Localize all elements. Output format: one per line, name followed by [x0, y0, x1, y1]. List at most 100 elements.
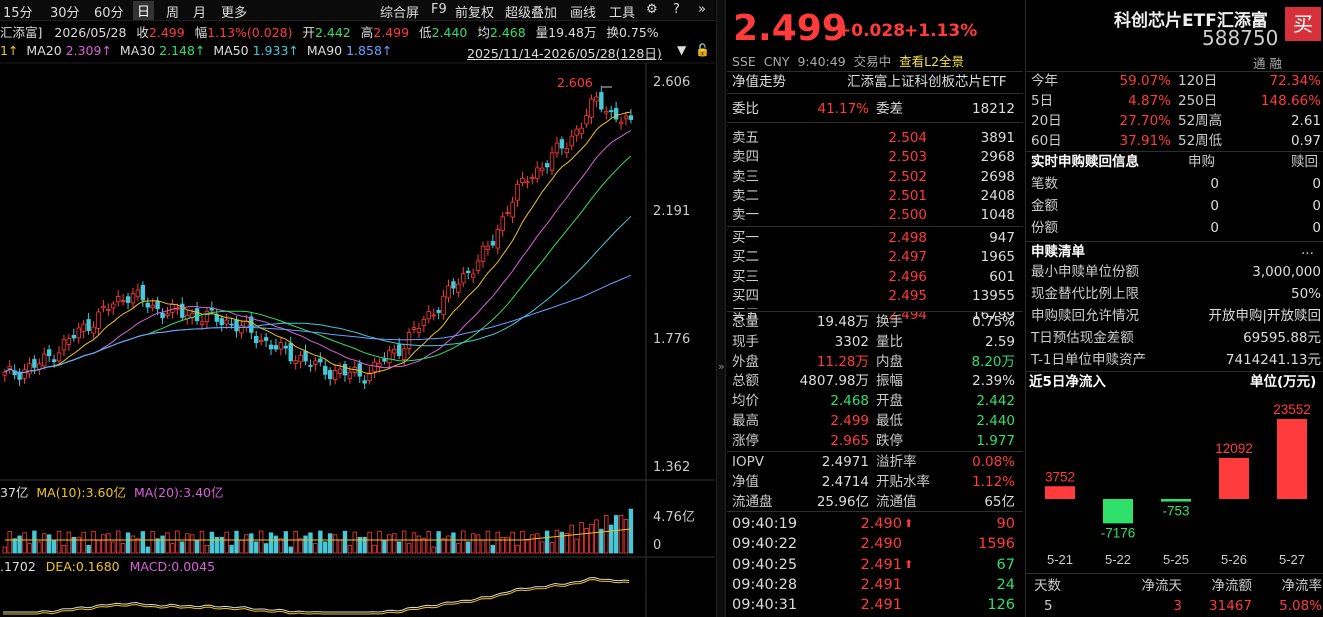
help-icon[interactable]: ?: [673, 2, 680, 17]
bids-level-price[interactable]: 2.496: [888, 268, 927, 285]
candle-body: [219, 318, 224, 326]
candle-body: [382, 358, 387, 362]
bids-level-price[interactable]: 2.495: [888, 287, 927, 304]
period-month-tab[interactable]: 月: [193, 6, 207, 21]
candle-body: [594, 96, 599, 102]
iopv-value: 1.12%: [972, 473, 1015, 490]
expand-arrow-icon[interactable]: »: [718, 360, 725, 373]
candle-body: [618, 121, 624, 125]
composite-screen-button[interactable]: 综合屏: [380, 6, 420, 21]
candle-body: [194, 308, 200, 322]
quote-time: 9:40:49: [797, 54, 846, 69]
double-chevron-right-icon[interactable]: »: [698, 2, 706, 17]
kline-chart[interactable]: [0, 0, 715, 617]
volume-bar: [66, 531, 72, 554]
period-day-tab[interactable]: 日: [133, 1, 155, 20]
candle-body: [283, 345, 289, 349]
asks-level-price[interactable]: 2.503: [888, 149, 927, 166]
candle-body: [234, 319, 239, 332]
tools-button[interactable]: 工具: [609, 6, 636, 21]
nav-trend-label: 净值走势: [732, 74, 786, 90]
asks-level-price[interactable]: 2.502: [888, 168, 927, 185]
stat-label: 换手: [876, 314, 903, 330]
asks-level-price[interactable]: 2.504: [888, 130, 927, 146]
margin-trading-tag[interactable]: 通 融: [1253, 56, 1282, 71]
candle-body: [401, 348, 407, 360]
candle-body: [451, 281, 456, 289]
volume-bar: [505, 536, 510, 554]
bids-level-volume: 1965: [980, 249, 1015, 266]
candle-body: [61, 339, 67, 351]
draw-line-button[interactable]: 画线: [570, 6, 597, 21]
volume-bar: [115, 530, 121, 554]
bids-level-price[interactable]: 2.498: [888, 230, 927, 246]
period-60m-tab[interactable]: 60分: [94, 6, 124, 21]
stat-value: 0.75%: [972, 314, 1015, 330]
more-periods-button[interactable]: 更多: [221, 6, 248, 21]
stat-value: 3302: [834, 333, 869, 350]
stat-label: 涨停: [732, 432, 759, 449]
ma30-line: [4, 155, 632, 374]
redeem-list-label: T日预估现金差额: [1031, 330, 1134, 346]
volume-bar: [249, 533, 254, 554]
stat-value: 11.28万: [816, 353, 869, 370]
stat-value: 2.499: [830, 413, 869, 429]
volume-bar: [303, 535, 308, 554]
redeem-list-label: T-1日单位申赎资产: [1031, 352, 1146, 368]
stat-label: 量比: [876, 333, 903, 350]
macd-diff-line: [3, 577, 630, 613]
candle-body: [308, 365, 313, 367]
ma-first-value: 1↑: [0, 43, 19, 58]
stat-value: 8.20万: [971, 353, 1015, 370]
asks-level-label: 卖一: [732, 207, 759, 224]
period-30m-tab[interactable]: 30分: [50, 6, 80, 21]
gear-icon[interactable]: ⚙: [646, 2, 658, 17]
dropdown-triangle-icon[interactable]: ▼: [677, 43, 687, 57]
buy-button[interactable]: 买: [1285, 7, 1321, 41]
stat-label: 开盘: [876, 393, 903, 410]
more-icon[interactable]: ...: [1301, 242, 1314, 258]
asks-level-price[interactable]: 2.501: [888, 187, 927, 204]
volume-bar: [485, 530, 491, 554]
tick-time: 09:40:31: [732, 597, 798, 614]
volume-bar: [175, 530, 180, 554]
redeem-list-value: 7414241.13元: [1225, 352, 1321, 368]
flow-summary-header: 净流额: [1211, 578, 1253, 594]
bids-level-price[interactable]: 2.497: [888, 249, 927, 266]
bids-level-volume: 13955: [972, 287, 1015, 304]
asks-level-label: 卖四: [732, 149, 759, 166]
kline-panel[interactable]: 15分 30分 60分 日 周 月 更多 综合屏 F9 前复权 超级叠加 画线 …: [0, 0, 715, 617]
candle-body: [32, 359, 37, 368]
volume-bar: [382, 539, 387, 554]
currency: CNY: [763, 54, 790, 69]
l2-panorama-link[interactable]: 查看L2全景: [899, 54, 965, 69]
turnover-value: 0.75%: [618, 25, 659, 40]
tick-time: 09:40:19: [732, 516, 798, 532]
volume-bar: [515, 544, 520, 554]
panel-splitter[interactable]: »: [716, 0, 726, 617]
forward-adjust-button[interactable]: 前复权: [455, 6, 495, 21]
iopv-value: 25.96亿: [816, 493, 869, 510]
date-range-selector[interactable]: 2025/11/14-2026/05/28(128日): [467, 46, 662, 61]
nav-trend-row[interactable]: 净值走势: [732, 72, 786, 92]
ma90-label: MA90: [306, 43, 343, 58]
iopv-value: 2.4971: [821, 454, 869, 470]
f9-button[interactable]: F9: [431, 2, 447, 17]
volume-bar: [426, 531, 431, 554]
candle-body: [446, 285, 451, 299]
period-week-tab[interactable]: 周: [166, 6, 180, 21]
volume-bar: [91, 530, 96, 554]
candle-body: [101, 305, 106, 309]
volume-bar: [323, 541, 328, 554]
lock-icon[interactable]: 🔓: [695, 43, 710, 57]
period-15m-tab[interactable]: 15分: [3, 6, 33, 21]
volume-bar: [86, 544, 91, 554]
overlay-button[interactable]: 超级叠加: [505, 6, 558, 21]
asks-level-price[interactable]: 2.500: [888, 207, 927, 224]
macd-diff-value: .1702: [0, 559, 36, 574]
candle-body: [106, 309, 111, 312]
stat-label: 跌停: [876, 432, 903, 449]
volume-bar: [337, 539, 343, 554]
asks-level-volume: 3891: [980, 130, 1015, 146]
ma30-value: 2.148↑: [159, 43, 206, 58]
